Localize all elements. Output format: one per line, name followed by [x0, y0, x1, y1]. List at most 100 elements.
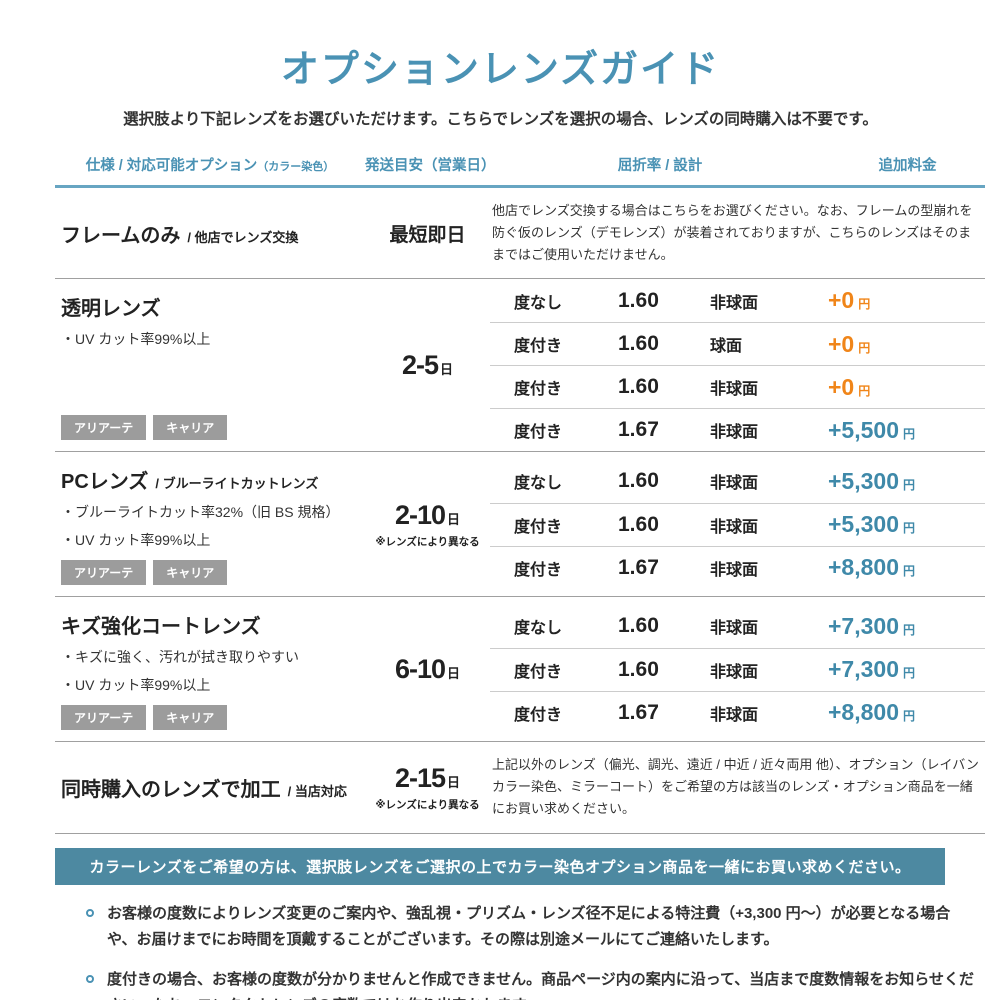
shipping-unit: 日 [447, 511, 461, 527]
option-price: +8,800 円 [828, 699, 915, 726]
header-index-design: 屈折率 / 設計 [617, 157, 703, 174]
page-header: オプションレンズガイド 選択肢より下記レンズをお選びいただけます。こちらでレンズ… [0, 0, 1001, 129]
shipping-cell: 2-5 日 [365, 279, 490, 451]
shipping-line: 2-15 日 [395, 763, 460, 794]
option-price-unit: 円 [903, 564, 916, 579]
lens-name: PCレンズ / ブルーライトカットレンズ [61, 465, 365, 494]
option-row: 度なし 1.60 非球面 +0 円 [490, 279, 985, 322]
option-price-unit: 円 [903, 426, 916, 441]
option-price-value: +5,500 [828, 416, 899, 443]
spec-cell: PCレンズ / ブルーライトカットレンズ・ブルーライトカット率32%（旧 BS 規… [55, 452, 365, 596]
option-row: 度付き 1.67 非球面 +8,800 円 [490, 690, 985, 734]
note-item: 度付きの場合、お客様の度数が分かりませんと作成できません。商品ページ内の案内に沿… [86, 967, 975, 1000]
header-divider [55, 185, 985, 188]
page-subtitle: 選択肢より下記レンズをお選びいただけます。こちらでレンズを選択の場合、レンズの同… [123, 111, 878, 128]
lens-guide-table: 仕様 / 対応可能オプション（カラー染色） 発送目安（営業日） 屈折率 / 設計… [55, 143, 985, 834]
option-design: 非球面 [710, 663, 759, 681]
option-price-value: +0 [828, 330, 855, 357]
table-row: キズ強化コートレンズ ・キズに強く、汚れが拭き取りやすい ・UV カット率99%以上… [55, 597, 985, 743]
option-price: +5,300 円 [828, 511, 915, 538]
option-refractive-index: 1.67 [618, 555, 659, 579]
option-price: +0 円 [828, 331, 870, 358]
lens-tags: アリアーテ キャリア [61, 550, 365, 586]
option-price-value: +7,300 [828, 612, 899, 639]
header-price: 追加料金 [878, 157, 937, 174]
option-design: 非球面 [710, 294, 759, 312]
page-title: オプションレンズガイド [280, 49, 721, 91]
option-design: 非球面 [710, 620, 759, 638]
lens-name-text: フレームのみ [61, 224, 181, 247]
shipping-line: 最短即日 [389, 220, 465, 247]
option-prescription: 度付き [514, 381, 563, 399]
lens-name: キズ強化コートレンズ [61, 610, 365, 639]
lens-tags: アリアーテ キャリア [61, 695, 365, 731]
option-design: 非球面 [710, 561, 759, 579]
option-row: 度付き 1.60 非球面 +5,300 円 [490, 502, 985, 546]
option-price: +5,500 円 [828, 417, 915, 444]
detail-cell: 他店でレンズ交換する場合はこちらをお選びください。なお、フレームの型崩れを防ぐ仮… [490, 188, 985, 278]
shipping-note: ※レンズにより異なる [375, 798, 480, 811]
lens-name-text: PCレンズ [61, 471, 149, 494]
shipping-cell: 6-10 日 [365, 597, 490, 741]
option-price-unit: 円 [858, 297, 871, 312]
option-price: +5,300 円 [828, 468, 915, 495]
lens-name-suffix: / 他店でレンズ交換 [187, 229, 299, 245]
lens-feature: ・ブルーライトカット率32%（旧 BS 規格） [61, 504, 340, 521]
lens-feature: ・UV カット率99%以上 [61, 677, 211, 694]
option-price-value: +0 [828, 373, 855, 400]
detail-cell: 度なし 1.60 非球面 +5,300 円度付き 1.60 非球面 +5,300 円度付き 1.6… [490, 452, 985, 596]
table-header: 仕様 / 対応可能オプション（カラー染色） 発送目安（営業日） 屈折率 / 設計… [55, 143, 985, 185]
option-price: +0 円 [828, 287, 870, 314]
option-price: +7,300 円 [828, 613, 915, 640]
lens-name-text: キズ強化コートレンズ [61, 616, 261, 639]
row-note-text: 他店でレンズ交換する場合はこちらをお選びください。なお、フレームの型崩れを防ぐ仮… [492, 203, 973, 263]
lens-table-body: フレームのみ / 他店でレンズ交換 最短即日 他店でレンズ交換する場合はこちらをお選び… [55, 188, 985, 834]
option-refractive-index: 1.60 [618, 614, 659, 638]
option-price-unit: 円 [903, 666, 916, 681]
shipping-days: 2-5 [401, 349, 439, 380]
option-price-unit: 円 [903, 477, 916, 492]
table-row: PCレンズ / ブルーライトカットレンズ・ブルーライトカット率32%（旧 BS 規… [55, 452, 985, 598]
shipping-line: 2-10 日 [395, 500, 460, 531]
lens-tag: アリアーテ [61, 560, 147, 586]
header-spec: 仕様 / 対応可能オプション（カラー染色） [55, 154, 365, 175]
option-row: 度なし 1.60 非球面 +7,300 円 [490, 605, 985, 648]
option-refractive-index: 1.60 [618, 375, 659, 399]
spec-cell: 透明レンズ ・UV カット率99%以上 アリアーテ キャリア [55, 279, 365, 451]
shipping-days: 最短即日 [389, 224, 466, 246]
lens-name-text: 透明レンズ [61, 298, 161, 321]
table-row: フレームのみ / 他店でレンズ交換 最短即日 他店でレンズ交換する場合はこちらをお選び… [55, 188, 985, 280]
shipping-unit: 日 [440, 361, 454, 377]
row-note-text: 上記以外のレンズ（偏光、調光、遠近 / 中近 / 近々両用 他）、オプション（レ… [492, 757, 979, 817]
shipping-line: 2-5 日 [402, 350, 453, 381]
lens-feature: ・UV カット率99%以上 [61, 331, 211, 348]
header-spec-label: 仕様 / 対応可能オプション [85, 157, 258, 174]
spec-cell: フレームのみ / 他店でレンズ交換 [55, 188, 365, 278]
option-price: +8,800 円 [828, 554, 915, 581]
lens-name: 同時購入のレンズで加工 / 当店対応 [61, 773, 365, 802]
notes-section: お客様の度数によりレンズ変更のご案内や、強乱視・プリズム・レンズ径不足による特注… [86, 901, 975, 1000]
shipping-unit: 日 [447, 774, 461, 790]
shipping-cell: 最短即日 [365, 188, 490, 278]
option-prescription: 度なし [514, 620, 563, 638]
lens-name: 透明レンズ [61, 292, 365, 321]
option-price-unit: 円 [903, 521, 916, 536]
option-prescription: 度付き [514, 518, 563, 536]
option-row: 度付き 1.60 非球面 +0 円 [490, 365, 985, 408]
shipping-days: 2-15 [394, 762, 446, 793]
lens-name: フレームのみ / 他店でレンズ交換 [61, 219, 365, 248]
shipping-days: 2-10 [394, 499, 446, 530]
spec-cell: 同時購入のレンズで加工 / 当店対応 [55, 742, 365, 832]
header-detail: 屈折率 / 設計 追加料金 [490, 154, 985, 175]
shipping-unit: 日 [447, 665, 461, 681]
option-price-value: +5,300 [828, 467, 899, 494]
option-refractive-index: 1.60 [618, 657, 659, 681]
detail-cell: 度なし 1.60 非球面 +7,300 円度付き 1.60 非球面 +7,300 円度付き 1.6… [490, 597, 985, 741]
option-refractive-index: 1.60 [618, 469, 659, 493]
option-price-unit: 円 [858, 340, 871, 355]
option-row: 度付き 1.67 非球面 +5,500 円 [490, 408, 985, 451]
option-refractive-index: 1.60 [618, 512, 659, 536]
option-price-value: +7,300 [828, 656, 899, 683]
option-prescription: 度なし [514, 475, 563, 493]
option-price: +0 円 [828, 374, 870, 401]
